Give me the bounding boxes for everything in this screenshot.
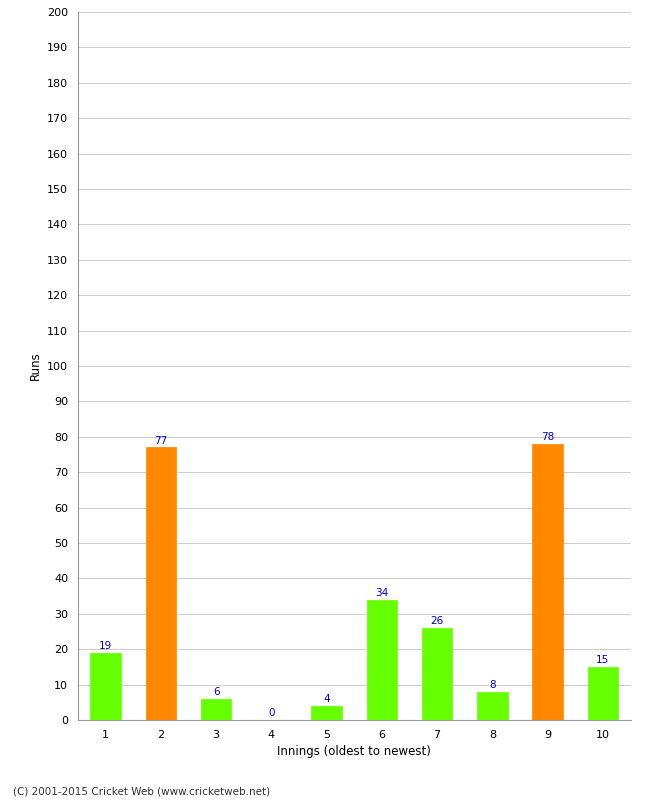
Text: 6: 6 xyxy=(213,687,220,697)
Bar xyxy=(477,692,508,720)
Bar xyxy=(90,653,121,720)
Text: 8: 8 xyxy=(489,680,496,690)
Bar xyxy=(532,444,563,720)
Text: 26: 26 xyxy=(430,616,444,626)
Text: 78: 78 xyxy=(541,432,554,442)
Text: 19: 19 xyxy=(99,641,112,651)
Bar xyxy=(367,600,397,720)
X-axis label: Innings (oldest to newest): Innings (oldest to newest) xyxy=(278,746,431,758)
Text: 77: 77 xyxy=(154,436,168,446)
Bar xyxy=(146,447,176,720)
Text: 4: 4 xyxy=(323,694,330,704)
Bar xyxy=(422,628,452,720)
Y-axis label: Runs: Runs xyxy=(29,352,42,380)
Text: (C) 2001-2015 Cricket Web (www.cricketweb.net): (C) 2001-2015 Cricket Web (www.cricketwe… xyxy=(13,786,270,796)
Text: 0: 0 xyxy=(268,708,274,718)
Text: 15: 15 xyxy=(596,655,610,665)
Text: 34: 34 xyxy=(375,588,389,598)
Bar xyxy=(588,667,618,720)
Bar xyxy=(311,706,342,720)
Bar xyxy=(201,698,231,720)
